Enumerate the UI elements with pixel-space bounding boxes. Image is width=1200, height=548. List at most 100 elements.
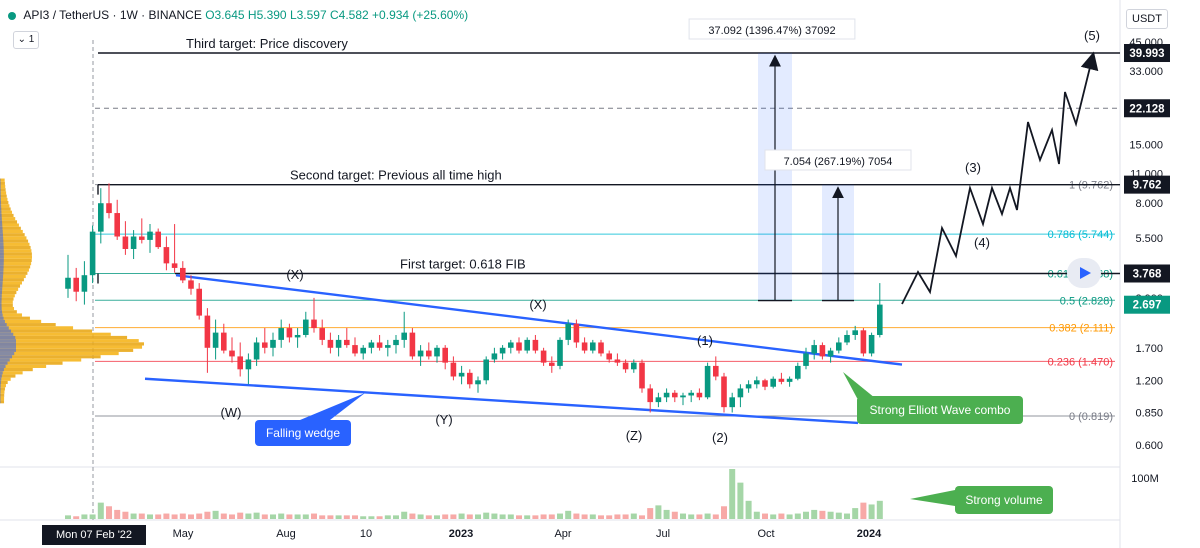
volume-bar bbox=[434, 515, 440, 519]
profile-bar-blue bbox=[0, 220, 3, 224]
profile-bar-blue bbox=[0, 255, 4, 259]
candle-body bbox=[704, 365, 711, 398]
profile-bar bbox=[0, 377, 11, 381]
candle-body bbox=[565, 323, 571, 340]
profile-bar-blue bbox=[0, 252, 4, 256]
candle-body bbox=[590, 342, 596, 351]
volume-bar bbox=[811, 509, 818, 519]
profile-bar bbox=[0, 342, 145, 346]
interval-label: 1 bbox=[28, 34, 35, 45]
play-icon[interactable] bbox=[1067, 258, 1101, 288]
profile-bar-blue bbox=[0, 262, 4, 266]
volume-bar bbox=[442, 514, 449, 519]
chevron-down-icon: ⌄ bbox=[17, 34, 27, 45]
candle-body bbox=[516, 342, 522, 351]
callout-box bbox=[857, 396, 1023, 424]
profile-bar-blue bbox=[0, 306, 2, 311]
volume-bar bbox=[302, 514, 309, 519]
wedge-lower-line bbox=[144, 377, 859, 425]
candle-body bbox=[114, 213, 120, 237]
wave-label: (X) bbox=[286, 267, 303, 282]
callout-text: Strong volume bbox=[965, 493, 1043, 507]
candle-body bbox=[770, 378, 776, 387]
wedge-upper-line bbox=[175, 274, 903, 366]
candle-body bbox=[204, 315, 211, 348]
projected-wave-path bbox=[901, 51, 1099, 305]
wave-label: (5) bbox=[1084, 28, 1100, 43]
profile-bar bbox=[0, 400, 5, 404]
volume-bar bbox=[65, 515, 71, 519]
profile-bar bbox=[0, 339, 139, 343]
volume-bar bbox=[81, 514, 88, 519]
volume-bar bbox=[696, 514, 703, 519]
profile-bar-blue bbox=[0, 316, 4, 320]
profile-bar-blue bbox=[0, 213, 2, 218]
x-axis-tick: May bbox=[173, 528, 194, 540]
candle-body bbox=[819, 345, 826, 357]
profile-bar-blue bbox=[0, 181, 1, 185]
volume-bar bbox=[237, 512, 244, 519]
measure-label: 37.092 (1396.47%) 37092 bbox=[708, 25, 835, 37]
volume-bar bbox=[844, 513, 850, 519]
volume-bar bbox=[770, 514, 777, 519]
profile-bar bbox=[0, 207, 11, 211]
candle-body bbox=[155, 231, 161, 248]
callout-text: Falling wedge bbox=[266, 426, 340, 440]
profile-bar bbox=[0, 220, 18, 224]
measure-label-box bbox=[764, 149, 912, 171]
candle-body bbox=[811, 345, 817, 354]
candle-body bbox=[663, 392, 670, 398]
profile-bar-blue bbox=[0, 178, 1, 182]
candle-body bbox=[147, 231, 153, 240]
candle-body bbox=[106, 203, 112, 214]
price-tag bbox=[1124, 295, 1170, 314]
measure-label-box bbox=[688, 18, 856, 40]
profile-bar bbox=[0, 184, 6, 189]
candle-body bbox=[795, 365, 801, 379]
profile-bar bbox=[0, 229, 23, 234]
volume-bar bbox=[212, 510, 219, 519]
volume-bar bbox=[425, 515, 432, 519]
profile-bar-blue bbox=[0, 281, 3, 285]
candle-body bbox=[327, 339, 334, 348]
profile-bar bbox=[0, 345, 143, 349]
profile-bar bbox=[0, 358, 82, 362]
volume-bar bbox=[622, 514, 629, 519]
symbol-pair[interactable]: API3 / TetherUS · 1W · BINANCE bbox=[23, 8, 202, 22]
volume-bar bbox=[253, 512, 260, 519]
profile-bar bbox=[0, 262, 32, 266]
target-label: First target: 0.618 FIB bbox=[400, 256, 526, 271]
volume-bar bbox=[606, 515, 613, 519]
profile-bar-blue bbox=[0, 258, 4, 263]
fib-label: 0.236 (1.470) bbox=[1048, 356, 1113, 368]
candle-body bbox=[442, 347, 448, 363]
profile-bar bbox=[0, 297, 14, 301]
volume-bar bbox=[458, 513, 465, 519]
candle-body bbox=[745, 384, 752, 389]
y-axis-tick: 8.000 bbox=[1135, 198, 1163, 210]
candle-body bbox=[803, 353, 809, 366]
interval-button[interactable]: ⌄ 1 bbox=[13, 31, 39, 49]
currency-badge[interactable]: USDT bbox=[1126, 9, 1168, 29]
profile-bar bbox=[0, 249, 32, 253]
wave-label: (3) bbox=[965, 160, 981, 175]
profile-bar bbox=[0, 348, 134, 352]
candle-body bbox=[335, 339, 342, 348]
volume-bar bbox=[327, 515, 334, 519]
volume-bar bbox=[376, 516, 383, 519]
candle-body bbox=[836, 342, 842, 351]
candle-body bbox=[524, 339, 530, 351]
profile-bar-blue bbox=[0, 245, 4, 250]
profile-bar-blue bbox=[0, 326, 9, 330]
candle-body bbox=[688, 392, 694, 396]
profile-bar bbox=[0, 242, 30, 246]
candle-body bbox=[532, 339, 539, 351]
profile-bar-blue bbox=[0, 319, 5, 324]
volume-bar bbox=[491, 513, 498, 519]
profile-bar bbox=[0, 204, 10, 208]
volume-bar bbox=[524, 515, 531, 519]
volume-bar bbox=[835, 512, 842, 519]
profile-bar-blue bbox=[0, 242, 4, 246]
fib-label: 0.786 (5.744) bbox=[1048, 229, 1113, 241]
